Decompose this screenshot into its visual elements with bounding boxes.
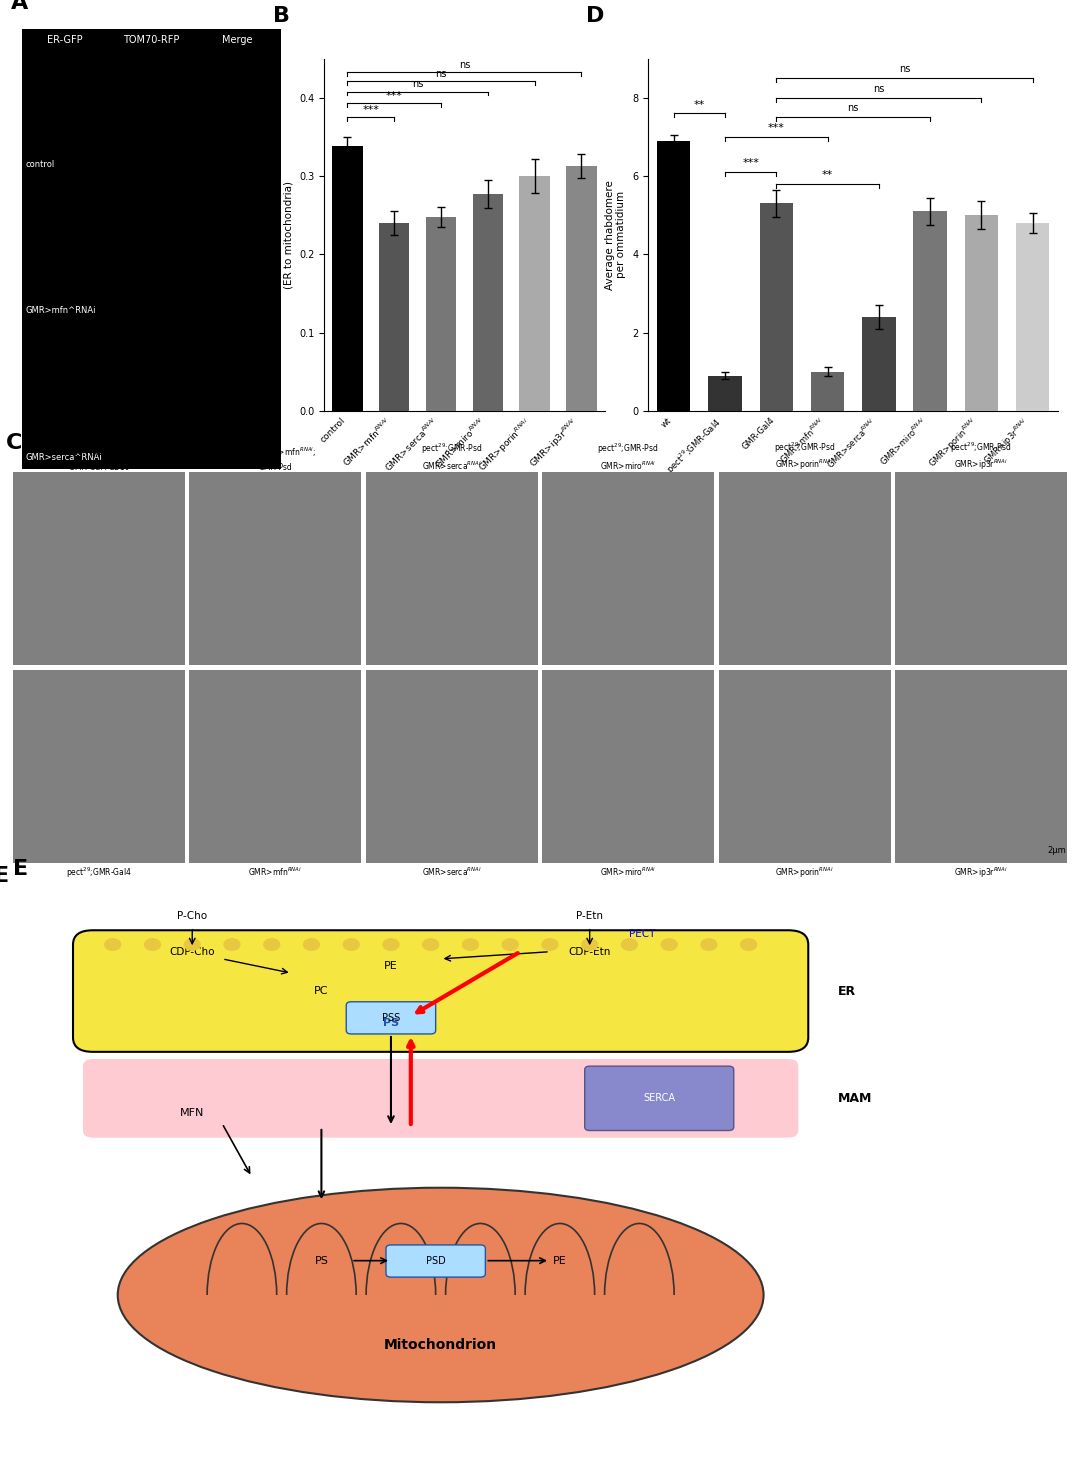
Bar — [473, 194, 503, 411]
Text: CDP-Cho: CDP-Cho — [170, 946, 215, 956]
X-axis label: GMR>porin$^{RNAi}$: GMR>porin$^{RNAi}$ — [775, 866, 834, 880]
X-axis label: GMR>serca$^{RNAi}$: GMR>serca$^{RNAi}$ — [422, 866, 482, 877]
Bar — [964, 216, 998, 411]
Circle shape — [502, 939, 518, 951]
Text: TOM70-RFP: TOM70-RFP — [123, 35, 179, 45]
Text: SERCA: SERCA — [644, 1093, 675, 1103]
Text: PSD: PSD — [426, 1256, 446, 1266]
Bar — [862, 317, 895, 411]
Text: ns: ns — [848, 104, 859, 113]
Text: B: B — [273, 6, 291, 26]
X-axis label: GMR>mfn$^{RNAi}$: GMR>mfn$^{RNAi}$ — [248, 866, 302, 877]
Text: P-Cho: P-Cho — [177, 911, 207, 921]
Text: E: E — [13, 858, 28, 879]
Circle shape — [224, 939, 240, 951]
Text: ***: *** — [363, 106, 379, 114]
Text: ns: ns — [435, 69, 447, 79]
X-axis label: GMR>ip3r$^{RNAi}$: GMR>ip3r$^{RNAi}$ — [954, 866, 1008, 880]
Circle shape — [303, 939, 320, 951]
Text: P-Etn: P-Etn — [577, 911, 604, 921]
Circle shape — [661, 939, 677, 951]
Circle shape — [145, 939, 161, 951]
Text: E: E — [0, 866, 9, 886]
Text: PECT: PECT — [630, 929, 656, 939]
FancyBboxPatch shape — [83, 1059, 798, 1137]
Text: MFN: MFN — [180, 1108, 204, 1118]
Text: PE: PE — [384, 961, 397, 971]
Circle shape — [383, 939, 399, 951]
Bar — [759, 204, 793, 411]
Text: PS: PS — [383, 1018, 399, 1028]
Circle shape — [343, 939, 360, 951]
Circle shape — [621, 939, 637, 951]
Text: Merge: Merge — [222, 35, 253, 45]
Text: PE: PE — [553, 1256, 567, 1266]
Text: MAM: MAM — [838, 1091, 873, 1105]
Bar — [379, 223, 409, 411]
Text: pect$^{29}$;GMR-Psd: pect$^{29}$;GMR-Psd — [894, 500, 967, 515]
Bar — [519, 176, 550, 411]
Title: pect$^{29}$ GMR>mfn$^{RNAi}$;
GMR-Psd: pect$^{29}$ GMR>mfn$^{RNAi}$; GMR-Psd — [234, 446, 316, 471]
Text: **: ** — [693, 100, 705, 110]
Bar — [914, 211, 947, 411]
Text: ns: ns — [873, 84, 885, 94]
Text: ***: *** — [768, 123, 785, 133]
Circle shape — [105, 939, 121, 951]
Circle shape — [264, 939, 280, 951]
Text: **: ** — [822, 170, 833, 180]
Title: pect$^{29}$;GMR-Psd
GMR>serca$^{RNAi}$: pect$^{29}$;GMR-Psd GMR>serca$^{RNAi}$ — [421, 442, 483, 471]
Circle shape — [422, 939, 438, 951]
Bar — [566, 166, 596, 411]
Title: pect$^{29}$;GMR-Psd
GMR>miro$^{RNAi}$: pect$^{29}$;GMR-Psd GMR>miro$^{RNAi}$ — [597, 442, 659, 471]
Text: 2μm: 2μm — [1048, 846, 1066, 855]
Text: CDP-Etn: CDP-Etn — [568, 946, 611, 956]
Text: ns: ns — [459, 60, 470, 69]
Bar — [708, 376, 742, 411]
FancyBboxPatch shape — [386, 1245, 485, 1278]
Bar — [811, 371, 845, 411]
Text: PC: PC — [314, 986, 328, 996]
Y-axis label: Pearson's correlation
(ER to mitochondria): Pearson's correlation (ER to mitochondri… — [272, 180, 294, 289]
X-axis label: GMR>miro$^{RNAi}$: GMR>miro$^{RNAi}$ — [600, 866, 657, 877]
Text: ***: *** — [742, 158, 759, 169]
Text: C: C — [5, 433, 22, 453]
Circle shape — [582, 939, 597, 951]
Text: GMR>mfn^RNAi: GMR>mfn^RNAi — [26, 307, 96, 315]
Circle shape — [462, 939, 478, 951]
Bar — [1016, 223, 1050, 411]
Text: ER-GFP: ER-GFP — [48, 35, 82, 45]
Text: control: control — [26, 160, 55, 169]
Title: pect$^{29}$;GMR-Psd
GMR>ip3r$^{RNAi}$: pect$^{29}$;GMR-Psd GMR>ip3r$^{RNAi}$ — [950, 440, 1012, 472]
Bar — [657, 141, 690, 411]
Circle shape — [542, 939, 558, 951]
Text: D: D — [586, 6, 605, 26]
FancyBboxPatch shape — [347, 1002, 435, 1034]
Title: pect$^{29}$;GMR-Psd
GMR-Gal4 LD10: pect$^{29}$;GMR-Psd GMR-Gal4 LD10 — [68, 446, 130, 471]
Text: ***: *** — [386, 91, 403, 101]
Text: Mitochondrion: Mitochondrion — [384, 1338, 497, 1353]
Circle shape — [185, 939, 200, 951]
Text: ns: ns — [899, 65, 910, 75]
Text: A: A — [11, 0, 28, 13]
Bar — [426, 217, 456, 411]
FancyBboxPatch shape — [584, 1067, 733, 1131]
Text: PS: PS — [314, 1256, 328, 1266]
Text: GMR>serca^RNAi: GMR>serca^RNAi — [26, 453, 103, 462]
X-axis label: pect$^{29}$;GMR-Gal4: pect$^{29}$;GMR-Gal4 — [66, 866, 132, 880]
Text: 20μm: 20μm — [251, 443, 274, 452]
Text: ns: ns — [411, 79, 423, 89]
FancyBboxPatch shape — [73, 930, 808, 1052]
Ellipse shape — [118, 1188, 764, 1402]
Circle shape — [741, 939, 757, 951]
Title: pect$^{29}$;GMR-Psd
GMR>porin$^{RNAi}$: pect$^{29}$;GMR-Psd GMR>porin$^{RNAi}$ — [774, 440, 835, 472]
Bar — [333, 147, 363, 411]
Text: PSS: PSS — [382, 1014, 400, 1022]
Text: ER: ER — [838, 984, 856, 998]
Circle shape — [701, 939, 717, 951]
Y-axis label: Average rhabdomere
per ommatidium: Average rhabdomere per ommatidium — [605, 180, 626, 289]
